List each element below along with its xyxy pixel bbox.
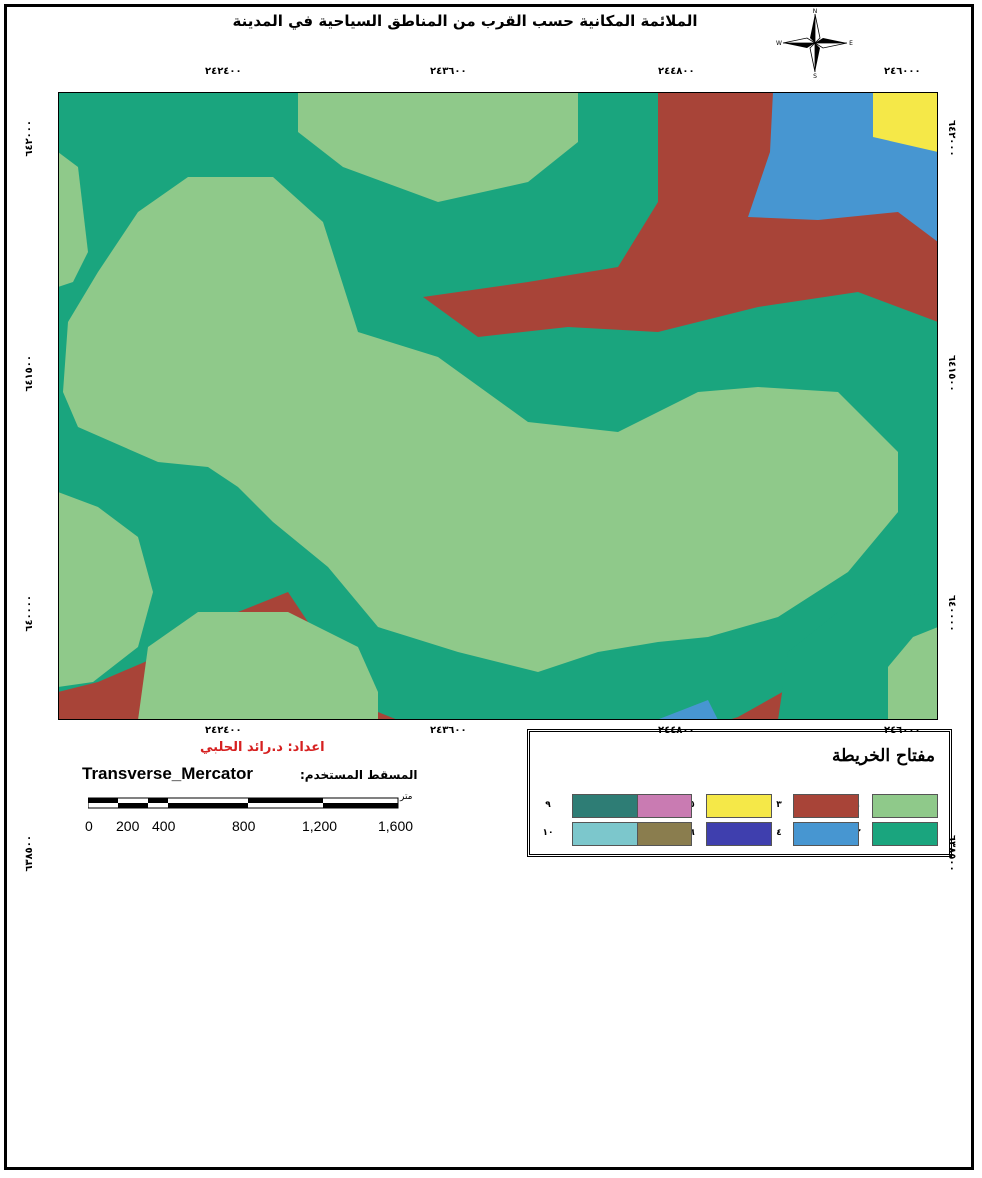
scale-label-0: 0 xyxy=(85,818,93,834)
legend-swatch-5 xyxy=(706,794,772,818)
zone-class-1-bottom-right xyxy=(888,627,938,720)
legend-label-9: ٩ xyxy=(545,800,551,810)
author-credit: اعداد: د.رائد الحلبي xyxy=(200,740,325,755)
map-title: الملائمة المكانية حسب القرب من المناطق ا… xyxy=(232,12,698,30)
projection-value: Transverse_Mercator xyxy=(82,764,254,783)
zone-class-1-bottom-left xyxy=(138,612,378,720)
zone-class-1-left-top xyxy=(58,152,88,287)
zone-class-1-top xyxy=(298,92,578,202)
scale-label-200: 200 xyxy=(116,818,140,834)
x-tick-bottom-2: ٢٤٣٦٠٠ xyxy=(430,725,467,736)
legend-label-6: ٦ xyxy=(689,828,695,838)
zone-class-1-center xyxy=(63,177,898,672)
compass-s: S xyxy=(813,73,817,78)
scale-bar xyxy=(88,797,399,809)
x-tick-top-1: ٢٤٢٤٠٠ xyxy=(205,66,242,77)
legend-label-4: ٤ xyxy=(776,828,782,838)
x-tick-top-3: ٢٤٤٨٠٠ xyxy=(658,66,695,77)
y-tick-right-3: ٦٤٠٠٠٠ xyxy=(946,595,957,632)
scale-label-1600: 1,600 xyxy=(378,818,414,834)
zone-class-4-bottom xyxy=(656,700,718,720)
north-arrow-icon: N S E W xyxy=(776,8,853,78)
legend-label-10: ١٠ xyxy=(542,828,554,838)
suitability-map xyxy=(58,92,938,720)
y-tick-left-1: ٦٤٢٠٠٠ xyxy=(24,120,35,157)
legend-label-5: ٥ xyxy=(689,800,695,810)
zone-class-1-left-mid xyxy=(58,492,153,687)
x-tick-bottom-1: ٢٤٢٤٠٠ xyxy=(205,725,242,736)
scale-unit: متر xyxy=(400,792,413,802)
scale-label-400: 400 xyxy=(152,818,176,834)
compass-n: N xyxy=(813,8,818,15)
x-tick-top-2: ٢٤٣٦٠٠ xyxy=(430,66,467,77)
legend-swatch-10 xyxy=(572,822,638,846)
compass-e: E xyxy=(849,40,853,47)
y-tick-left-4: ٦٣٨٥٠٠ xyxy=(24,835,35,872)
scale-label-1200: 1,200 xyxy=(302,818,338,834)
compass-w: W xyxy=(776,40,782,47)
zone-class-5 xyxy=(873,92,938,152)
y-tick-right-2: ٦٤١٥٠٠ xyxy=(946,355,957,392)
legend-swatch-6 xyxy=(706,822,772,846)
legend: مفتاح الخريطة ١٢٣٤٥٦٧٨٩١٠ xyxy=(527,729,952,857)
scale-label-800: 800 xyxy=(232,818,256,834)
legend-swatch-3 xyxy=(793,794,859,818)
x-tick-top-4: ٢٤٦٠٠٠ xyxy=(884,66,921,77)
y-tick-left-2: ٦٤١٥٠٠ xyxy=(24,355,35,392)
y-tick-right-1: ٦٤٢٠٠٠ xyxy=(946,120,957,157)
legend-label-3: ٣ xyxy=(776,800,782,810)
projection-label: المسقط المستخدم: xyxy=(300,768,418,782)
legend-swatch-2 xyxy=(872,822,938,846)
y-tick-left-3: ٦٤٠٠٠٠ xyxy=(24,595,35,632)
legend-swatch-9 xyxy=(572,794,638,818)
legend-title: مفتاح الخريطة xyxy=(832,746,935,766)
legend-swatch-1 xyxy=(872,794,938,818)
legend-swatch-4 xyxy=(793,822,859,846)
